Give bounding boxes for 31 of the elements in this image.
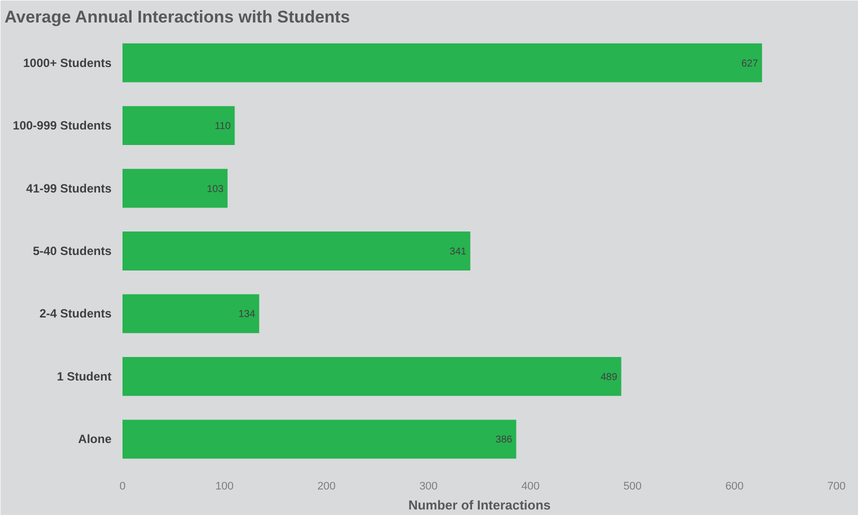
x-tick-label: 700 <box>827 480 846 492</box>
x-tick-label: 400 <box>521 480 540 492</box>
bar <box>122 43 762 82</box>
data-label: 386 <box>496 434 513 446</box>
x-tick-label: 100 <box>215 480 234 492</box>
data-label: 134 <box>238 309 256 320</box>
bar <box>122 106 235 146</box>
y-tick-label: 41-99 Students <box>26 181 112 196</box>
x-axis-title: Number of Interactions <box>408 498 551 512</box>
data-label: 489 <box>600 372 618 383</box>
y-tick-label: Alone <box>78 432 112 446</box>
bar <box>122 232 470 270</box>
bar <box>122 168 228 208</box>
bar <box>122 420 516 459</box>
y-tick-label: 5-40 Students <box>32 244 112 258</box>
bar <box>122 356 622 396</box>
y-tick-label: 1 Student <box>56 369 112 384</box>
bar <box>122 294 260 334</box>
y-tick-label: 100-999 Students <box>12 118 112 133</box>
x-tick-label: 600 <box>725 480 744 492</box>
x-tick-label: 300 <box>419 480 438 492</box>
data-label: 627 <box>741 58 758 70</box>
x-tick-label: 0 <box>119 480 126 492</box>
data-label: 341 <box>450 246 467 258</box>
x-tick-label: 500 <box>623 480 642 492</box>
x-tick-label: 200 <box>317 480 336 492</box>
data-label: 110 <box>214 121 232 132</box>
y-tick-label: 2-4 Students <box>39 306 112 321</box>
data-label: 103 <box>206 184 224 195</box>
y-tick-label: 1000+ Students <box>23 56 112 70</box>
chart-title: Average Annual Interactions with Students <box>4 8 350 26</box>
